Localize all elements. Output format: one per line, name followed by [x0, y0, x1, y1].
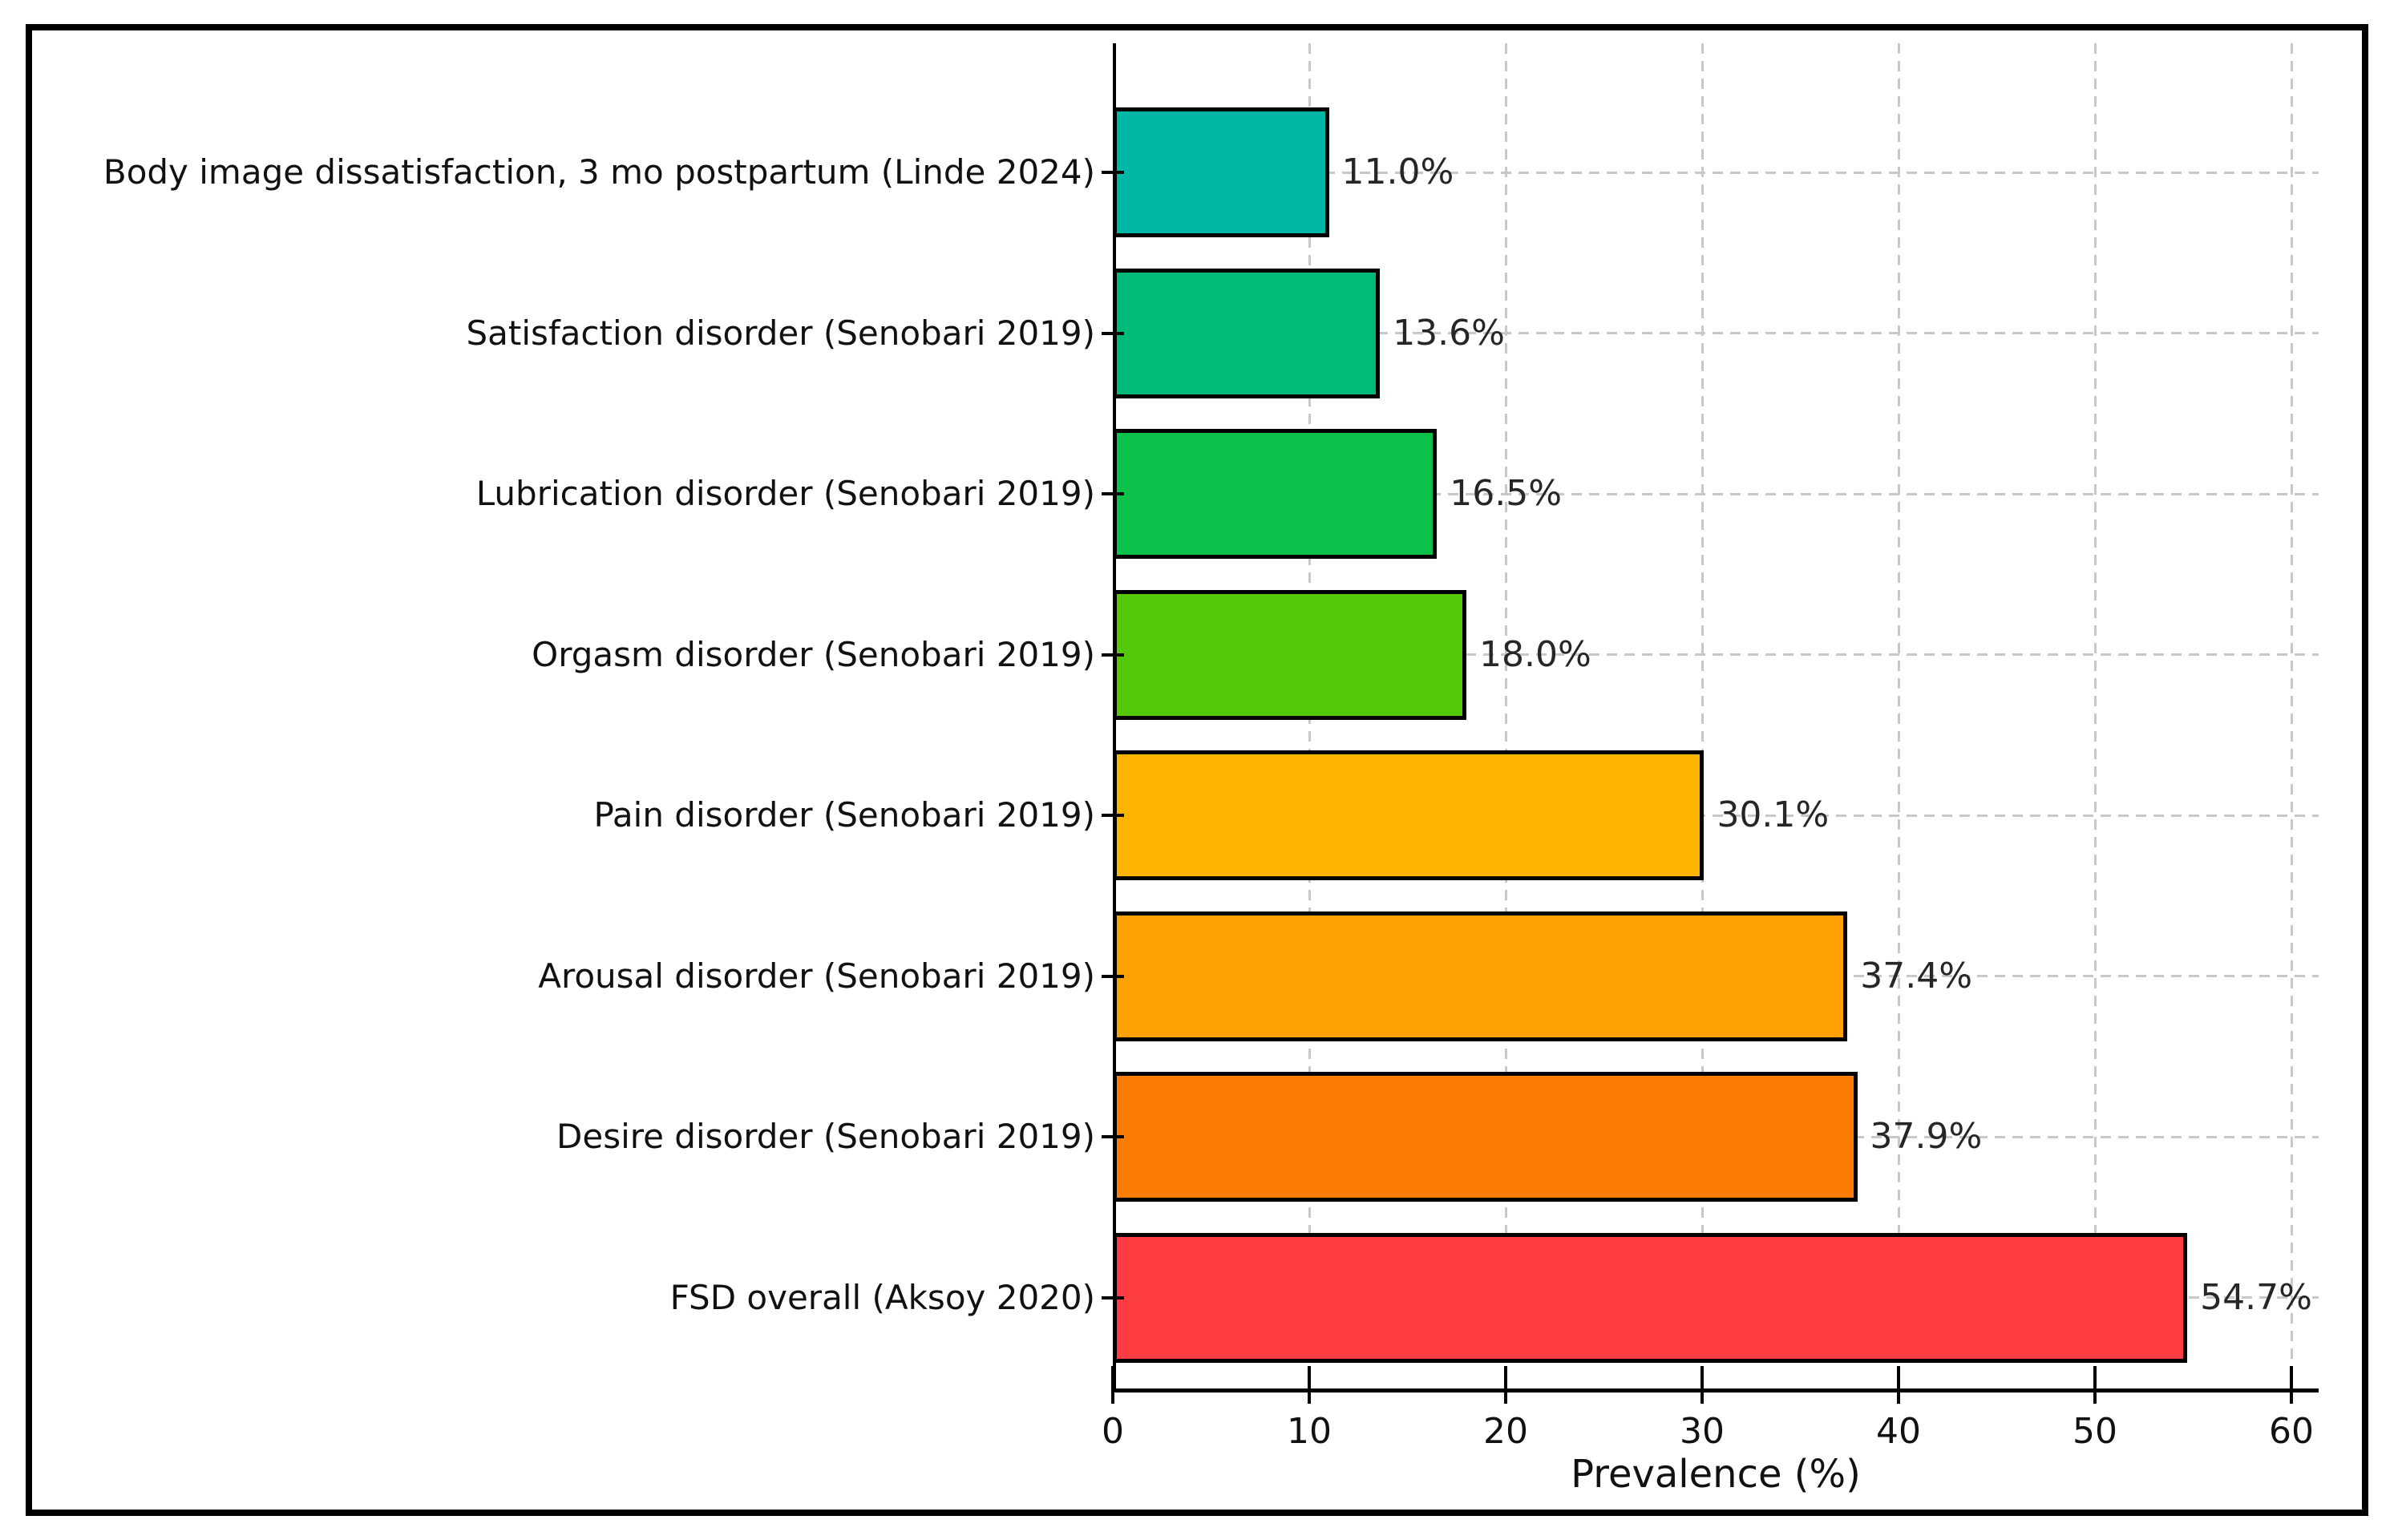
x-tick-label: 0 — [1102, 1411, 1124, 1452]
x-axis-tick — [1308, 1366, 1311, 1404]
bar — [1113, 589, 1466, 720]
x-tick-label: 30 — [1680, 1411, 1725, 1452]
y-axis-category-label: Orgasm disorder (Senobari 2019) — [532, 634, 1095, 674]
x-axis-tick — [1700, 1366, 1704, 1404]
x-axis-tick — [1111, 1366, 1114, 1404]
x-axis-title: Prevalence (%) — [1571, 1452, 1861, 1497]
bar-value-label: 37.4% — [1860, 955, 1973, 996]
y-axis-category-label: Arousal disorder (Senobari 2019) — [538, 956, 1095, 996]
x-tick-label: 10 — [1287, 1411, 1332, 1452]
bar — [1113, 911, 1848, 1041]
bar-value-label: 30.1% — [1717, 794, 1830, 835]
y-grid-line — [1113, 653, 2319, 656]
x-tick-label: 60 — [2269, 1411, 2314, 1452]
bar-value-label: 13.6% — [1393, 312, 1505, 354]
y-axis-category-label: FSD overall (Aksoy 2020) — [669, 1277, 1095, 1317]
x-axis-tick — [1504, 1366, 1507, 1404]
bar — [1113, 268, 1381, 398]
y-grid-line — [1113, 332, 2319, 334]
y-axis-category-label: Satisfaction disorder (Senobari 2019) — [466, 313, 1095, 353]
bar — [1113, 1232, 2188, 1363]
x-tick-label: 40 — [1876, 1411, 1921, 1452]
bar-value-label: 16.5% — [1450, 473, 1563, 514]
x-axis-spine — [1113, 1388, 2319, 1392]
bar — [1113, 107, 1329, 237]
x-grid-line — [1504, 43, 1507, 1388]
bar-value-label: 54.7% — [2200, 1276, 2312, 1318]
y-axis-category-label: Body image dissatisfaction, 3 mo postpar… — [103, 152, 1095, 192]
y-grid-line — [1113, 492, 2319, 495]
bar — [1113, 429, 1438, 559]
figure-frame: 11.0% 13.6% 16.5% 18.0% 30.1% 37.4% 37.9% 54.7%… — [26, 24, 2368, 1516]
y-axis-category-labels: Body image dissatisfaction, 3 mo postpar… — [38, 43, 1095, 1406]
y-axis-category-label: Lubrication disorder (Senobari 2019) — [475, 474, 1095, 513]
x-axis-tick — [2290, 1366, 2293, 1404]
bar — [1113, 1072, 1858, 1202]
bar-value-label: 37.9% — [1870, 1116, 1983, 1157]
y-grid-line — [1113, 814, 2319, 817]
x-grid-line — [1700, 43, 1704, 1388]
y-grid-line — [1113, 171, 2319, 174]
y-axis-spine — [1113, 43, 1116, 1392]
bar — [1113, 750, 1705, 880]
x-tick-label: 50 — [2073, 1411, 2117, 1452]
plot-area: 11.0% 13.6% 16.5% 18.0% 30.1% 37.4% 37.9% 54.7%… — [1102, 43, 2319, 1478]
x-tick-label: 20 — [1483, 1411, 1528, 1452]
y-axis-category-label: Desire disorder (Senobari 2019) — [556, 1117, 1095, 1156]
y-axis-category-label: Pain disorder (Senobari 2019) — [593, 795, 1095, 835]
x-grid-line — [1897, 43, 1900, 1388]
x-axis-tick — [1897, 1366, 1900, 1404]
bar-value-label: 18.0% — [1479, 633, 1591, 675]
x-axis-tick — [2093, 1366, 2097, 1404]
x-grid-line — [2290, 43, 2293, 1388]
x-grid-line — [2093, 43, 2097, 1388]
bar-value-label: 11.0% — [1341, 152, 1454, 192]
